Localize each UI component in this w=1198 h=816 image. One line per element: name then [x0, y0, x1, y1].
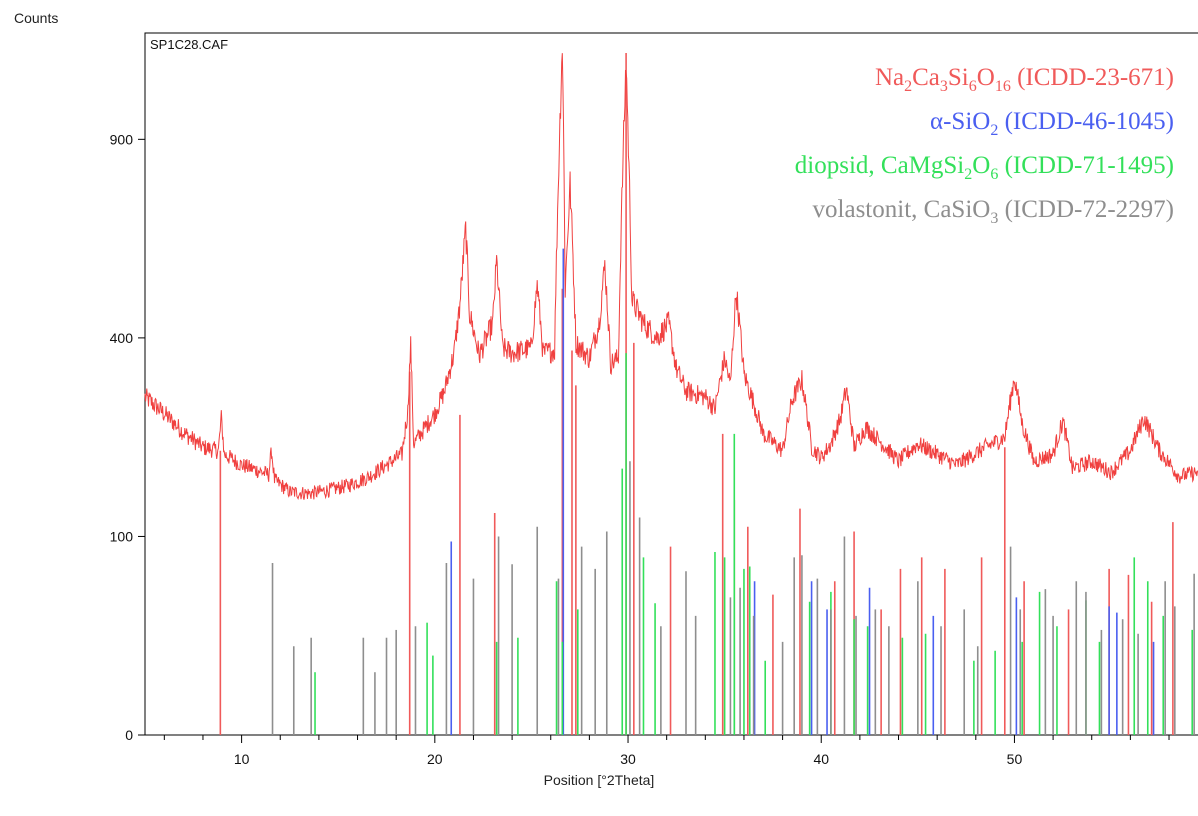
plot-frame [144, 32, 1198, 736]
legend-text-0-3: 3 [939, 78, 948, 95]
legend-text-0-1: 2 [904, 78, 913, 95]
diffraction-pattern [144, 53, 1198, 500]
x-tick-label-3: 40 [813, 751, 829, 767]
y-axis-label: Counts [14, 10, 59, 26]
y-tick-label-0: 0 [125, 727, 133, 743]
x-tick-label-1: 20 [427, 751, 443, 767]
legend-text-2-4: (ICDD-71-1495) [998, 152, 1174, 179]
legend-text-0-7: 16 [994, 78, 1011, 95]
legend-text-0-2: Ca [912, 64, 940, 91]
x-tick-label-0: 10 [234, 751, 250, 767]
legend-entry-1: α-SiO2 (ICDD-46-1045) [795, 104, 1174, 148]
legend-entry-0: Na2Ca3Si6O16 (ICDD-23-671) [795, 60, 1174, 104]
legend-text-1-1: 2 [990, 122, 999, 139]
legend-text-0-8: (ICDD-23-671) [1010, 64, 1174, 91]
legend-text-1-2: (ICDD-46-1045) [998, 108, 1174, 135]
legend-text-1-0: α-SiO [930, 108, 991, 135]
legend-text-2-0: diopsid, CaMgSi [794, 152, 965, 179]
legend-text-2-1: 2 [964, 166, 973, 183]
y-tick-label-1: 100 [110, 528, 134, 544]
y-tick-label-2: 400 [110, 330, 134, 346]
legend-text-0-5: 6 [968, 78, 977, 95]
legend: Na2Ca3Si6O16 (ICDD-23-671) α-SiO2 (ICDD-4… [795, 60, 1174, 236]
x-tick-label-4: 50 [1007, 751, 1023, 767]
legend-text-2-2: O [972, 152, 991, 179]
x-tick-label-2: 30 [620, 751, 636, 767]
legend-text-3-0: volastonit, CaSiO [812, 196, 991, 223]
x-axis-label: Position [°2Theta] [543, 772, 655, 788]
legend-text-3-2: (ICDD-72-2297) [998, 196, 1174, 223]
legend-text-2-3: 6 [990, 166, 999, 183]
y-tick-label-3: 900 [110, 131, 134, 147]
legend-text-0-4: Si [947, 64, 969, 91]
legend-entry-3: volastonit, CaSiO3 (ICDD-72-2297) [795, 192, 1174, 236]
legend-text-3-1: 3 [990, 210, 999, 227]
legend-text-0-0: Na [874, 64, 905, 91]
sample-file-label: SP1C28.CAF [150, 37, 229, 52]
legend-text-0-6: O [976, 64, 995, 91]
legend-entry-2: diopsid, CaMgSi2O6 (ICDD-71-1495) [795, 148, 1174, 192]
